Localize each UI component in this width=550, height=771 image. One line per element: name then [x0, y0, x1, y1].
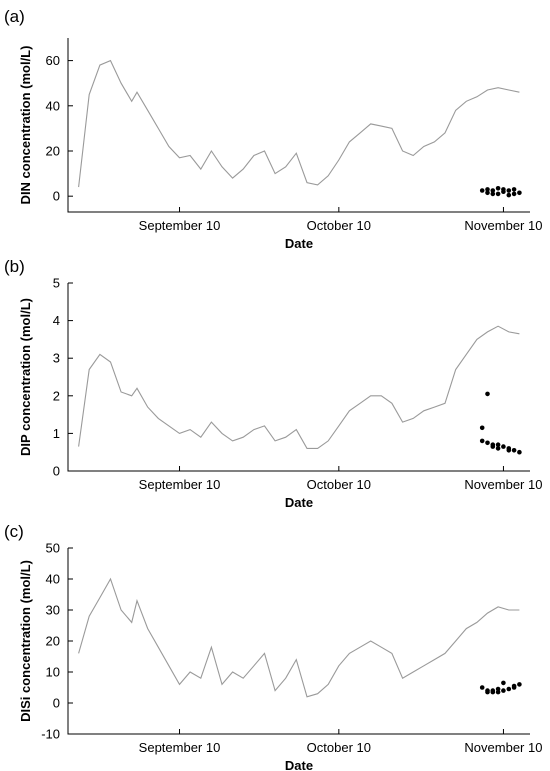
- y-tick-label: 5: [53, 276, 60, 291]
- observation-point: [511, 187, 517, 192]
- observation-point: [490, 188, 496, 193]
- observation-point: [517, 449, 522, 455]
- observation-point: [511, 683, 517, 689]
- observation-point: [485, 190, 490, 196]
- panel-3: (c) -10 0 10 20 30 40 50 September 10 October 10 N…: [4, 522, 542, 771]
- observation-point: [479, 438, 485, 444]
- observation-point: [495, 689, 501, 695]
- observation-point: [490, 689, 496, 695]
- observation-point: [495, 446, 501, 451]
- x-tick-label: November 10: [464, 740, 542, 755]
- x-axis-title: Date: [285, 758, 313, 771]
- observation-point: [485, 689, 490, 695]
- observation-point: [511, 191, 517, 197]
- observation-point: [490, 444, 496, 449]
- x-tick-label: November 10: [464, 218, 542, 233]
- y-tick-label: 20: [46, 143, 60, 158]
- x-tick-label: October 10: [307, 218, 371, 233]
- y-axis-title: DIN concentration (mol/L): [18, 46, 33, 205]
- observation-point: [506, 446, 512, 451]
- panel-label: (a): [4, 7, 25, 26]
- axis-lines: [67, 38, 530, 213]
- axis-lines: [67, 283, 530, 472]
- panel-label: (c): [4, 522, 24, 541]
- x-tick-label: September 10: [139, 477, 221, 492]
- y-tick-label: 0: [53, 696, 60, 711]
- observation-point: [485, 440, 490, 446]
- panel-2: (b) 0 1 2 3 4 5 September 10 October 10 November …: [4, 257, 542, 510]
- y-tick-label: 4: [53, 313, 60, 328]
- y-tick-label: 50: [46, 541, 60, 556]
- y-tick-label: 0: [53, 189, 60, 204]
- y-tick-label: -10: [41, 727, 60, 742]
- y-tick-label: 30: [46, 603, 60, 618]
- y-tick-label: 20: [46, 634, 60, 649]
- y-axis-title: DIP concentration (mol/L): [18, 298, 33, 456]
- observation-point: [495, 442, 501, 448]
- observation-point: [506, 192, 512, 198]
- x-tick-label: September 10: [139, 218, 221, 233]
- observation-point: [501, 680, 506, 686]
- y-tick-label: 60: [46, 53, 60, 68]
- x-axis-title: Date: [285, 236, 313, 251]
- x-tick-label: October 10: [307, 477, 371, 492]
- x-tick-label: October 10: [307, 740, 371, 755]
- observation-point: [479, 425, 485, 431]
- y-axis-title: DISi concentration (mol/L): [18, 560, 33, 722]
- observation-point: [485, 187, 490, 192]
- observation-point: [506, 188, 512, 193]
- observation-point: [501, 187, 506, 192]
- axis-lines: [67, 548, 530, 735]
- y-tick-label: 10: [46, 665, 60, 680]
- observation-point: [495, 186, 501, 191]
- observation-point: [511, 448, 517, 453]
- y-tick-label: 1: [53, 426, 60, 441]
- model-series-line: [78, 59, 520, 188]
- observation-point: [517, 190, 522, 196]
- x-tick-label: November 10: [464, 477, 542, 492]
- x-axis-title: Date: [285, 495, 313, 510]
- y-tick-label: 3: [53, 351, 60, 366]
- y-tick-label: 40: [46, 98, 60, 113]
- observation-point: [495, 191, 501, 197]
- observation-point: [501, 444, 506, 449]
- observation-point: [501, 688, 506, 693]
- observation-point: [479, 685, 485, 690]
- model-series-line: [78, 577, 520, 698]
- observation-point: [506, 686, 512, 692]
- panel-1: (a) 0 20 40 60 September 10 October 10 November…: [4, 7, 542, 251]
- observation-point: [490, 191, 496, 197]
- observation-point: [517, 682, 522, 687]
- panel-label: (b): [4, 257, 25, 276]
- observation-point: [485, 391, 490, 397]
- y-tick-label: 40: [46, 572, 60, 587]
- x-tick-label: September 10: [139, 740, 221, 755]
- model-series-line: [78, 325, 520, 449]
- y-tick-label: 0: [53, 464, 60, 479]
- observation-point: [479, 188, 485, 193]
- y-tick-label: 2: [53, 388, 60, 403]
